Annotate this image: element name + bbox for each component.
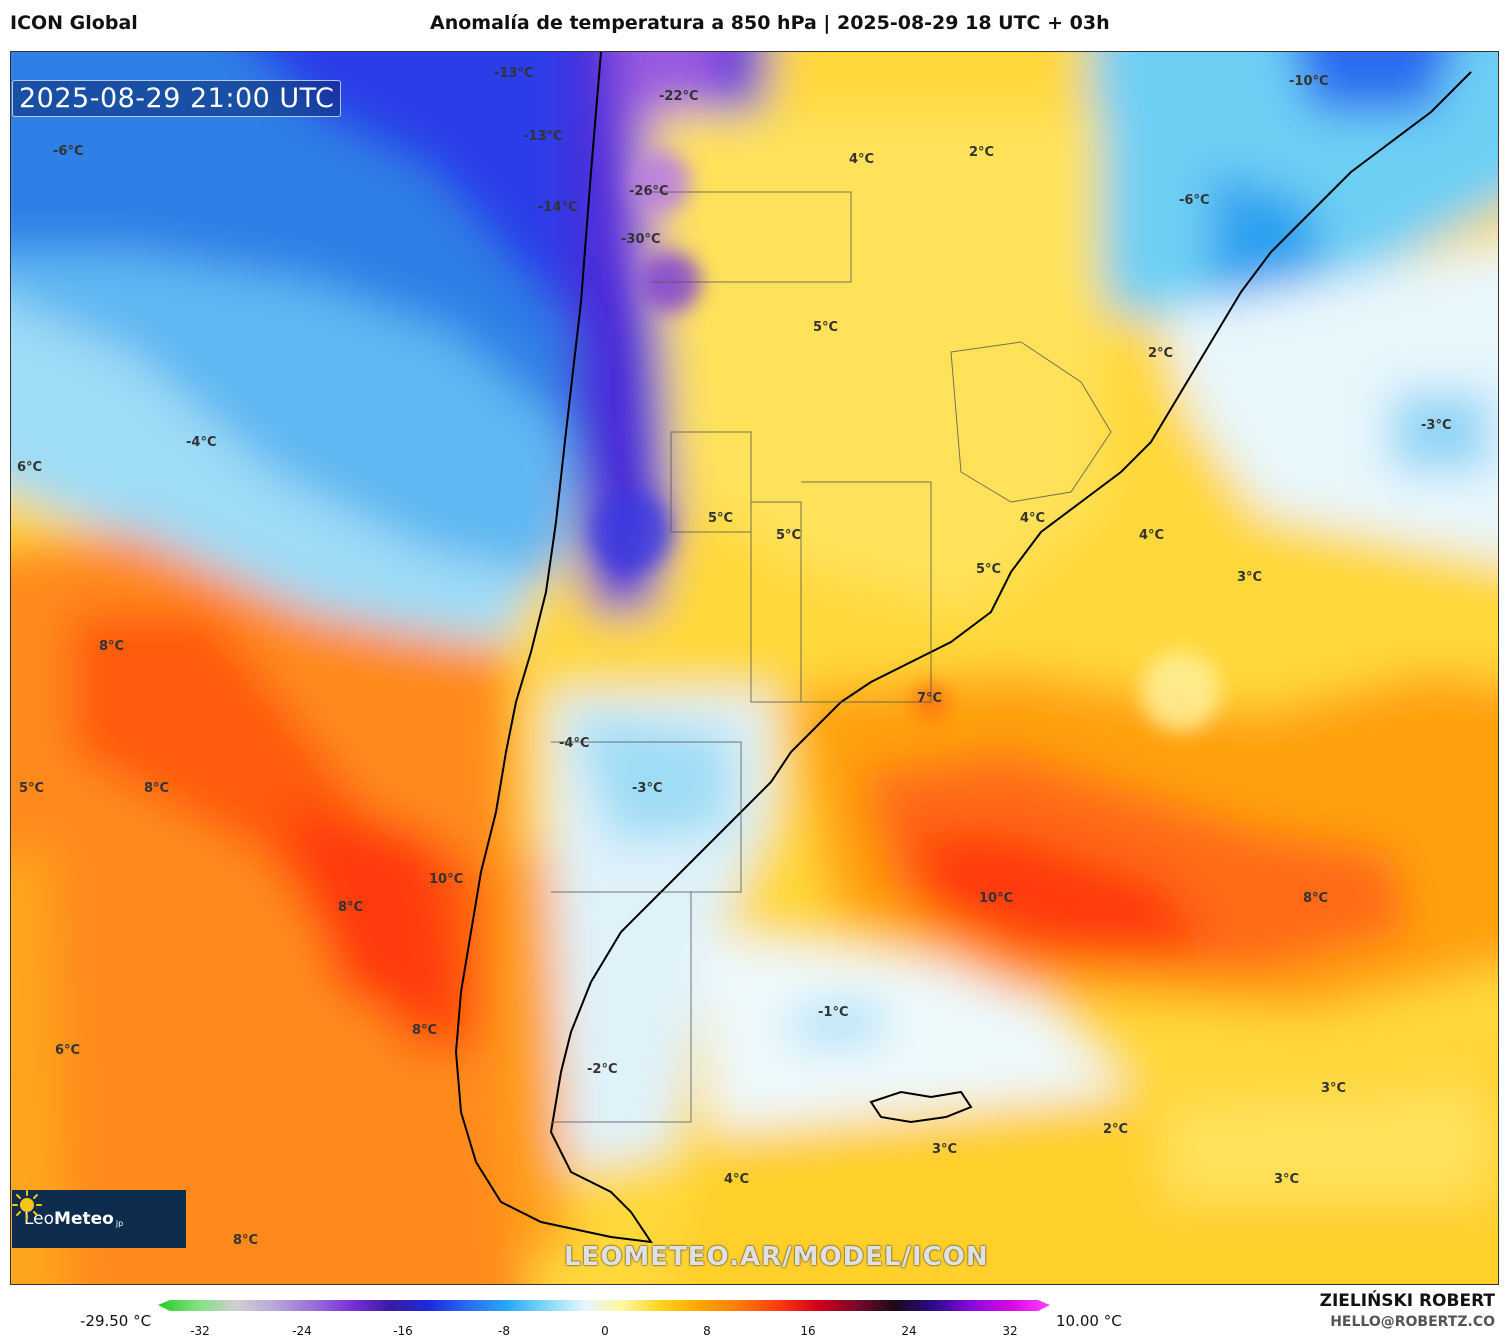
isotherm-label: 5°C bbox=[776, 528, 802, 543]
isotherm-label: -13°C bbox=[494, 66, 534, 81]
isotherm-label: -30°C bbox=[621, 232, 661, 247]
isotherm-label: 3°C bbox=[932, 1142, 958, 1157]
colorbar-tick: 8 bbox=[703, 1324, 711, 1338]
isotherm-label: -14°C bbox=[538, 200, 578, 215]
isotherm-label: -10°C bbox=[1289, 74, 1329, 89]
colorbar-tick: -8 bbox=[498, 1324, 510, 1338]
leometeo-logo: Leo Meteo jp bbox=[12, 1190, 186, 1248]
isotherm-label: -4°C bbox=[559, 736, 590, 751]
isotherm-label: 2°C bbox=[1148, 346, 1174, 361]
colorbar-tick: -16 bbox=[393, 1324, 413, 1338]
temperature-anomaly-map: 2025-08-29 21:00 UTC -13°C -22°C -13°C -… bbox=[10, 51, 1499, 1285]
isotherm-label: -26°C bbox=[629, 184, 669, 199]
isotherm-label: 3°C bbox=[1321, 1081, 1347, 1096]
colorbar-tick: 0 bbox=[601, 1324, 609, 1338]
colorbar-tick: -32 bbox=[190, 1324, 210, 1338]
colorbar-tick: 24 bbox=[901, 1324, 917, 1338]
author-contact: HELLO@ROBERTZ.CO bbox=[1330, 1314, 1495, 1330]
isotherm-label: 8°C bbox=[338, 900, 364, 915]
isotherm-label: 8°C bbox=[99, 639, 125, 654]
isotherm-label: -2°C bbox=[587, 1062, 618, 1077]
isotherm-label: 5°C bbox=[708, 511, 734, 526]
isotherm-label: 5°C bbox=[976, 562, 1002, 577]
colorbar-tick: 32 bbox=[1002, 1324, 1018, 1338]
isotherm-label: -1°C bbox=[818, 1005, 849, 1020]
isotherm-label: 10°C bbox=[429, 872, 464, 887]
isotherm-label: 3°C bbox=[1237, 570, 1263, 585]
isotherm-label: -4°C bbox=[186, 435, 217, 450]
valid-time-label: 2025-08-29 21:00 UTC bbox=[12, 80, 342, 117]
isotherm-label: 6°C bbox=[17, 460, 43, 475]
logo-text-light: Leo bbox=[24, 1209, 55, 1229]
logo-suffix: jp bbox=[115, 1218, 124, 1228]
logo-text-bold: Meteo bbox=[54, 1209, 114, 1229]
isotherm-label: -3°C bbox=[632, 781, 663, 796]
isotherm-label: 8°C bbox=[412, 1023, 438, 1038]
isotherm-label: 3°C bbox=[1274, 1172, 1300, 1187]
colorbar-min-label: -29.50 °C bbox=[80, 1312, 152, 1330]
isotherm-label: 8°C bbox=[144, 781, 170, 796]
isotherm-label: 4°C bbox=[724, 1172, 750, 1187]
isotherm-label: -13°C bbox=[523, 129, 563, 144]
isotherm-label: 10°C bbox=[979, 891, 1014, 906]
isotherm-label: 8°C bbox=[233, 1233, 259, 1248]
isotherm-label: 5°C bbox=[19, 781, 45, 796]
author-credit: ZIELIŃSKI ROBERT bbox=[1319, 1291, 1495, 1311]
isotherm-label: 5°C bbox=[813, 320, 839, 335]
colorbar-tick: 16 bbox=[800, 1324, 816, 1338]
model-name: ICON Global bbox=[10, 12, 138, 34]
isotherm-label: 6°C bbox=[55, 1043, 81, 1058]
map-title: Anomalía de temperatura a 850 hPa | 2025… bbox=[430, 12, 1110, 34]
isotherm-label: 8°C bbox=[1303, 891, 1329, 906]
colorbar-max-label: 10.00 °C bbox=[1056, 1312, 1122, 1330]
isotherm-label: 2°C bbox=[1103, 1122, 1129, 1137]
isotherm-label: 4°C bbox=[849, 152, 875, 167]
isotherm-label: -6°C bbox=[1179, 193, 1210, 208]
isotherm-label: -3°C bbox=[1421, 418, 1452, 433]
colorbar bbox=[158, 1300, 1050, 1311]
isotherm-label: 4°C bbox=[1139, 528, 1165, 543]
map-field bbox=[11, 52, 1498, 1284]
isotherm-label: 7°C bbox=[917, 691, 943, 706]
isotherm-label: 4°C bbox=[1020, 511, 1046, 526]
isotherm-label: -6°C bbox=[53, 144, 84, 159]
colorbar-tick: -24 bbox=[292, 1324, 312, 1338]
colorbar-gradient bbox=[158, 1300, 1050, 1311]
source-watermark: LEOMETEO.AR/MODEL/ICON bbox=[564, 1242, 989, 1272]
sun-icon bbox=[12, 1190, 42, 1220]
isotherm-label: -22°C bbox=[659, 89, 699, 104]
isotherm-label: 2°C bbox=[969, 145, 995, 160]
